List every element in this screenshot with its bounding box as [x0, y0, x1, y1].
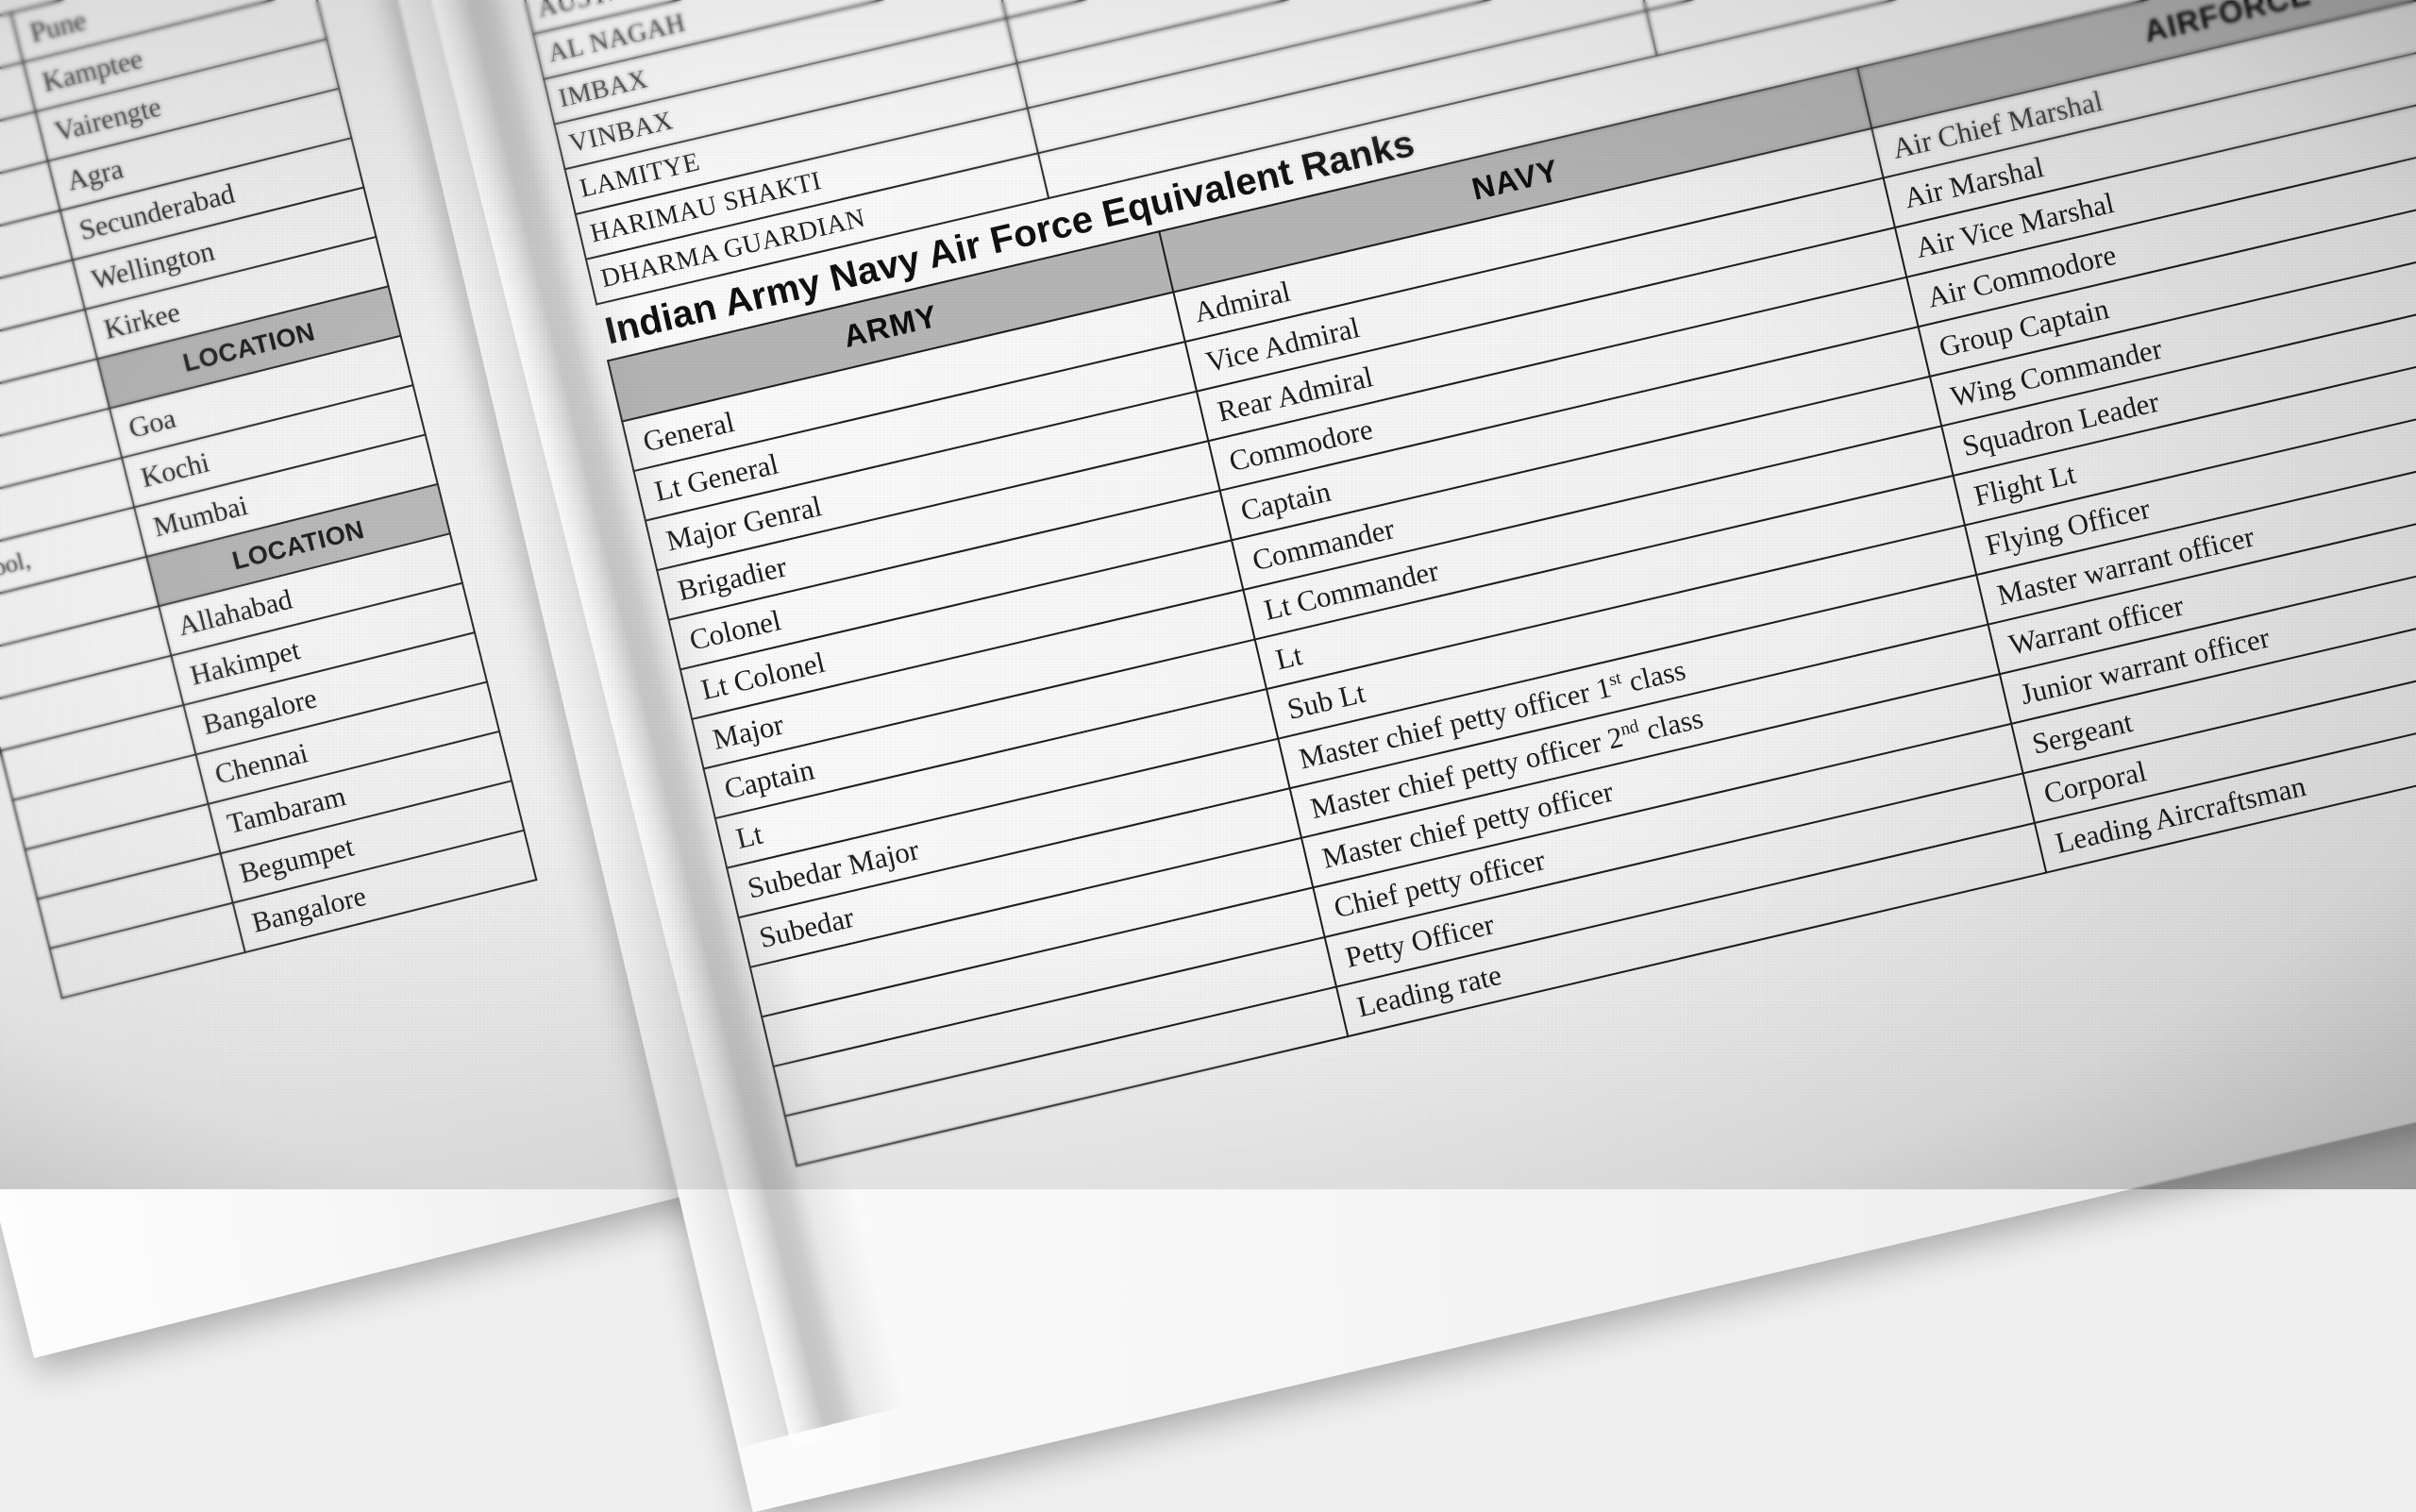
right-page: OF THE ARMED FORCES OF INDIA JOINT EXERC…	[283, 0, 2416, 1512]
